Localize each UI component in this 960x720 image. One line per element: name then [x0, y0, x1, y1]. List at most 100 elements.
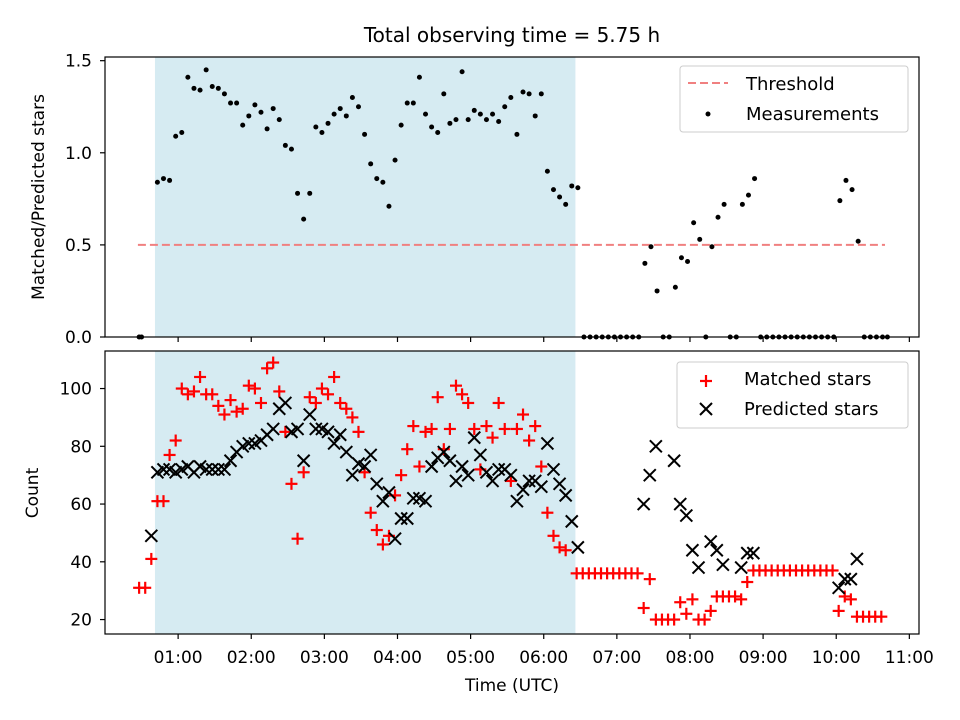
measurement-point [246, 113, 252, 119]
matched-star-point [523, 434, 536, 447]
matched-stars-series [133, 356, 888, 626]
predicted-star-point [437, 445, 451, 459]
matched-star-point [346, 411, 359, 424]
x-tick-label: 03:00 [300, 648, 349, 668]
matched-star-point [297, 466, 310, 479]
matched-star-point [230, 405, 243, 418]
matched-star-point [838, 590, 851, 603]
measurement-point [185, 74, 191, 80]
predicted-star-point [455, 459, 469, 474]
matched-star-point [541, 506, 554, 519]
predicted-star-point [571, 540, 585, 555]
measurement-point [672, 284, 678, 290]
matched-star-point [370, 524, 383, 537]
predicted-star-point [400, 511, 414, 526]
matched-star-point [631, 567, 644, 580]
measurement-point [441, 91, 447, 97]
x-axis-ticks-top [177, 337, 910, 342]
matched-star-point [462, 396, 475, 409]
measurement-point [837, 198, 843, 204]
predicted-star-point [223, 454, 238, 468]
predicted-star-point [479, 465, 494, 479]
predicted-stars-series [144, 396, 864, 595]
matched-star-point [456, 388, 469, 401]
x-axis-ticks-bottom: 01:00 02:00 03:00 04:00 05:00 06:00 07:00 08:00… [154, 634, 934, 668]
measurement-point [228, 100, 234, 106]
measurement-point [368, 161, 374, 167]
predicted-star-point [546, 462, 561, 477]
measurement-point [459, 69, 465, 75]
predicted-star-point [636, 497, 651, 511]
predicted-star-point [449, 474, 463, 488]
matched-star-point [504, 474, 517, 487]
y-axis-ticks-top: 0.0 0.5 1.0 1.5 [65, 52, 105, 348]
predicted-star-point [199, 462, 213, 477]
matched-star-point [486, 431, 499, 444]
matched-star-point [741, 576, 754, 589]
legend-matched-swatch [700, 375, 712, 387]
measurement-point [739, 201, 745, 207]
ratio-panel: 0.0 0.5 1.0 1.5 Matched/Predicted stars Thr… [29, 52, 920, 348]
x-tick-label: 08:00 [665, 648, 714, 668]
measurement-point [435, 130, 441, 136]
matched-star-point [668, 613, 681, 626]
y-tick-label-bottom: 20 [70, 611, 92, 631]
measurement-point [532, 113, 538, 119]
predicted-star-point [211, 462, 226, 477]
predicted-star-point [217, 462, 232, 477]
predicted-star-point [504, 468, 518, 482]
measurement-point [429, 124, 435, 130]
predicted-star-point [339, 445, 354, 459]
predicted-star-point [144, 529, 159, 543]
matched-star-point [559, 544, 572, 557]
predicted-star-point [552, 477, 567, 491]
predicted-star-point [242, 436, 256, 451]
matched-star-point [224, 394, 237, 407]
matched-star-point [686, 593, 699, 606]
measurement-point [502, 104, 508, 110]
predicted-star-point [296, 454, 311, 468]
matched-star-point [206, 388, 219, 401]
measurement-point [276, 117, 282, 123]
predicted-star-point [534, 480, 549, 494]
measurement-point [648, 244, 654, 250]
y-axis-label-bottom: Count [23, 467, 43, 518]
predicted-star-point [734, 560, 748, 575]
predicted-star-point [345, 468, 360, 482]
predicted-star-point [485, 474, 500, 488]
measurement-point [447, 120, 453, 126]
plot-frame-bottom [104, 350, 920, 635]
predicted-star-point [156, 462, 171, 477]
measurement-point [392, 157, 398, 163]
measurement-point [343, 113, 349, 119]
measurements-series [136, 67, 890, 340]
measurement-point [642, 260, 648, 266]
matched-star-point [175, 382, 188, 395]
matched-star-point [547, 529, 560, 542]
matched-star-point [315, 382, 328, 395]
predicted-star-point [424, 459, 439, 474]
x-tick-label: 11:00 [885, 648, 934, 668]
predicted-star-point [394, 511, 408, 526]
measurement-point [855, 238, 861, 244]
measurement-point [709, 244, 715, 250]
matched-star-point [517, 408, 530, 421]
predicted-star-point [844, 572, 858, 586]
measurement-point [398, 122, 404, 128]
measurement-point [404, 100, 410, 106]
matched-star-point [254, 396, 267, 409]
measurement-point [191, 85, 197, 91]
measurement-point [569, 183, 575, 189]
matched-star-point [267, 356, 280, 369]
y-tick-label-bottom: 80 [70, 437, 92, 457]
matched-star-point [735, 593, 748, 606]
matched-star-point [510, 422, 523, 435]
measurement-point [520, 89, 526, 95]
predicted-star-point [667, 454, 681, 468]
predicted-star-point [278, 396, 293, 410]
y-tick-label-top: 1.0 [65, 144, 92, 164]
y-tick-label-bottom: 100 [60, 380, 92, 400]
predicted-star-point [740, 546, 754, 560]
predicted-star-point [461, 468, 475, 482]
matched-star-point [376, 538, 389, 551]
